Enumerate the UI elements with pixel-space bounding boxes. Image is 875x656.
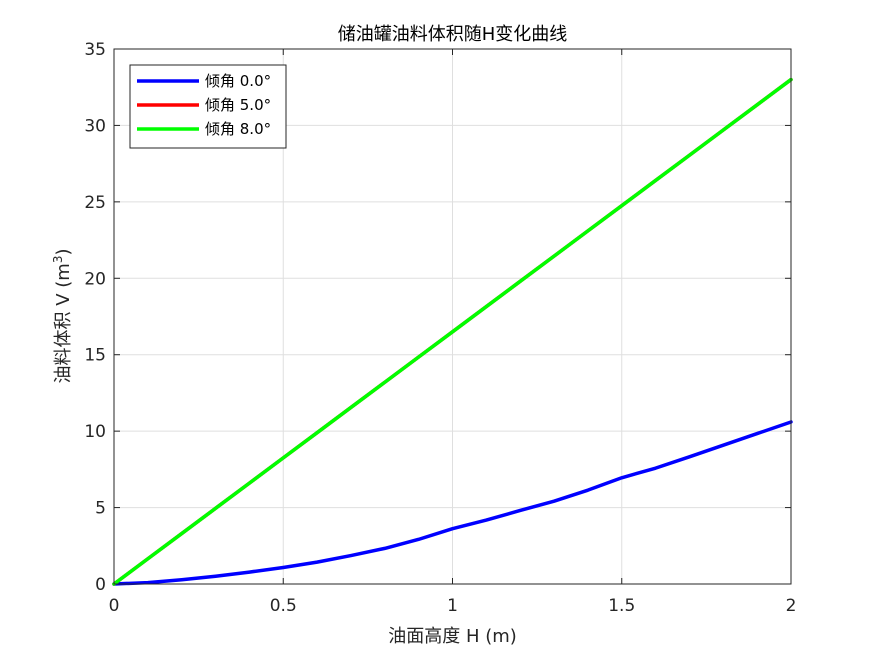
y-tick-label: 0 bbox=[95, 575, 106, 595]
x-tick-label: 1 bbox=[447, 596, 458, 616]
x-axis-label: 油面高度 H (m) bbox=[388, 626, 517, 647]
y-tick-labels: 0 5 10 15 20 25 30 35 bbox=[84, 40, 106, 595]
y-tick-label: 30 bbox=[84, 116, 106, 136]
legend-label-1: 倾角 5.0° bbox=[205, 96, 271, 114]
x-tick-label: 0.5 bbox=[270, 596, 297, 616]
series-lines bbox=[112, 77, 793, 586]
y-tick-label: 25 bbox=[84, 193, 106, 213]
x-tick-label: 0 bbox=[109, 596, 120, 616]
axis-ticks bbox=[113, 48, 792, 585]
y-axis-label-text: 油料体积 V (m bbox=[53, 263, 74, 383]
y-tick-label: 15 bbox=[84, 346, 106, 366]
y-axis-label-superscript: 3 bbox=[51, 256, 65, 264]
series-line-2 bbox=[112, 77, 793, 586]
y-tick-label: 20 bbox=[84, 269, 106, 289]
y-tick-label: 35 bbox=[84, 40, 106, 60]
series-line-0 bbox=[112, 420, 793, 586]
y-tick-label: 5 bbox=[95, 499, 106, 519]
x-tick-label: 1.5 bbox=[608, 596, 635, 616]
legend-label-2: 倾角 8.0° bbox=[205, 120, 271, 138]
x-tick-labels: 0 0.5 1 1.5 2 bbox=[109, 596, 797, 616]
y-axis-label-close: ) bbox=[53, 249, 74, 256]
legend: 倾角 0.0° 倾角 5.0° 倾角 8.0° bbox=[129, 64, 287, 149]
y-axis-label: 油料体积 V (m3) bbox=[51, 249, 74, 384]
x-tick-label: 2 bbox=[786, 596, 797, 616]
y-tick-label: 10 bbox=[84, 422, 106, 442]
chart-title: 储油罐油料体积随H变化曲线 bbox=[338, 24, 568, 45]
legend-entries: 倾角 0.0° 倾角 5.0° 倾角 8.0° bbox=[137, 72, 271, 138]
legend-label-0: 倾角 0.0° bbox=[205, 72, 271, 90]
